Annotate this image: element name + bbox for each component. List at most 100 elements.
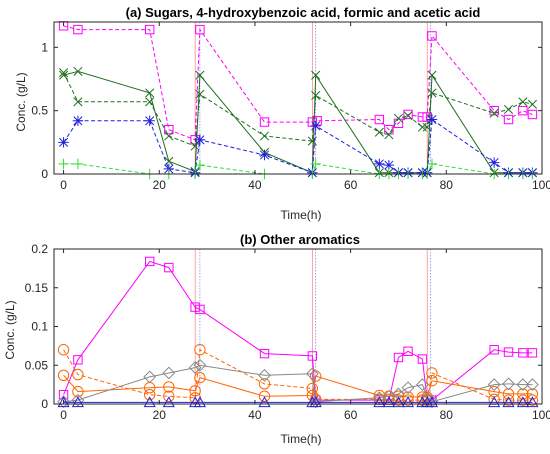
data-point — [527, 348, 538, 358]
data-point — [517, 394, 529, 406]
data-point — [392, 390, 405, 402]
data-point — [73, 97, 83, 107]
x-tick-label: 80 — [440, 178, 454, 192]
data-point — [401, 396, 415, 408]
data-point — [417, 354, 428, 364]
series-0 — [58, 256, 538, 405]
series-3-line — [63, 118, 533, 174]
data-point — [57, 369, 70, 382]
data-point — [489, 345, 499, 355]
data-point — [502, 388, 515, 400]
data-point — [503, 347, 514, 357]
data-point — [305, 367, 319, 381]
data-point — [517, 388, 529, 400]
data-point — [503, 114, 514, 125]
data-point — [164, 156, 174, 166]
data-point — [417, 122, 427, 132]
data-point — [526, 388, 539, 400]
series-3 — [58, 114, 538, 178]
data-point — [310, 158, 321, 170]
data-point — [427, 88, 437, 98]
series-0-line — [63, 260, 533, 401]
chart-b-series — [57, 256, 539, 409]
data-point — [489, 105, 499, 116]
x-tick-label: 100 — [532, 178, 550, 192]
data-point — [403, 346, 413, 357]
y-tick-label: 1 — [41, 40, 48, 54]
data-point — [163, 390, 175, 402]
data-point — [516, 396, 529, 408]
data-point — [392, 396, 405, 408]
data-point — [488, 393, 500, 406]
data-point — [195, 24, 205, 35]
y-tick-label: 0.1 — [31, 320, 48, 334]
data-point — [143, 370, 157, 384]
data-point — [164, 131, 174, 141]
data-point — [527, 109, 538, 120]
data-point — [373, 396, 386, 408]
series-2-line — [63, 72, 533, 147]
data-point — [422, 112, 432, 122]
data-point — [144, 256, 155, 267]
series-1 — [59, 66, 537, 178]
data-point — [144, 24, 155, 35]
series-2 — [59, 68, 537, 151]
series-0 — [58, 21, 538, 145]
data-point — [306, 389, 319, 402]
data-point — [259, 149, 270, 161]
data-point — [195, 89, 205, 99]
data-point — [309, 396, 322, 408]
chart-a-axes-box — [53, 21, 543, 175]
data-point — [259, 131, 270, 141]
data-point — [72, 115, 84, 126]
chart-a-ticks: 0 20 40 60 80 100 0 0.5 1 — [31, 22, 550, 192]
data-point — [143, 389, 156, 401]
data-point — [488, 157, 500, 168]
data-point — [190, 302, 200, 312]
data-point — [518, 105, 528, 116]
data-point — [401, 381, 415, 395]
x-tick-label: 0 — [60, 178, 67, 192]
data-point — [488, 396, 501, 408]
chart-b-ylabel: Conc. (g/L) — [3, 300, 17, 359]
data-point — [518, 97, 528, 107]
data-point — [417, 112, 428, 122]
data-point — [164, 262, 174, 273]
data-point — [163, 381, 175, 393]
data-point — [503, 104, 514, 114]
data-point — [164, 124, 174, 135]
data-point — [426, 158, 438, 170]
series-2 — [57, 369, 539, 403]
x-tick-label: 80 — [440, 408, 454, 422]
data-point — [71, 393, 85, 407]
data-point — [71, 396, 84, 408]
data-point — [162, 396, 175, 408]
data-point — [311, 70, 321, 80]
data-point — [144, 115, 155, 126]
data-point — [193, 358, 207, 372]
data-point — [59, 68, 69, 78]
x-tick-label: 40 — [248, 408, 262, 422]
data-point — [195, 70, 205, 80]
y-tick-label: 0.2 — [31, 242, 48, 256]
data-point — [403, 111, 413, 121]
data-point — [190, 141, 200, 151]
data-point — [59, 70, 69, 80]
data-point — [194, 159, 206, 171]
data-point — [384, 130, 394, 140]
data-point — [425, 396, 439, 408]
data-point — [58, 390, 69, 400]
data-point — [502, 394, 515, 406]
y-tick-label: 0.5 — [31, 104, 48, 118]
chart-b-ticks: 0 20 40 60 80 100 0 0.05 0.1 0.15 0.2 — [25, 242, 550, 422]
data-point — [188, 361, 202, 374]
x-tick-label: 0 — [60, 408, 67, 422]
data-point — [382, 396, 395, 408]
series-0-line — [63, 25, 533, 141]
data-point — [193, 396, 206, 408]
data-point — [258, 378, 271, 390]
series-4 — [58, 158, 538, 180]
data-point — [73, 66, 83, 76]
data-point — [374, 158, 385, 170]
data-point — [393, 113, 404, 123]
